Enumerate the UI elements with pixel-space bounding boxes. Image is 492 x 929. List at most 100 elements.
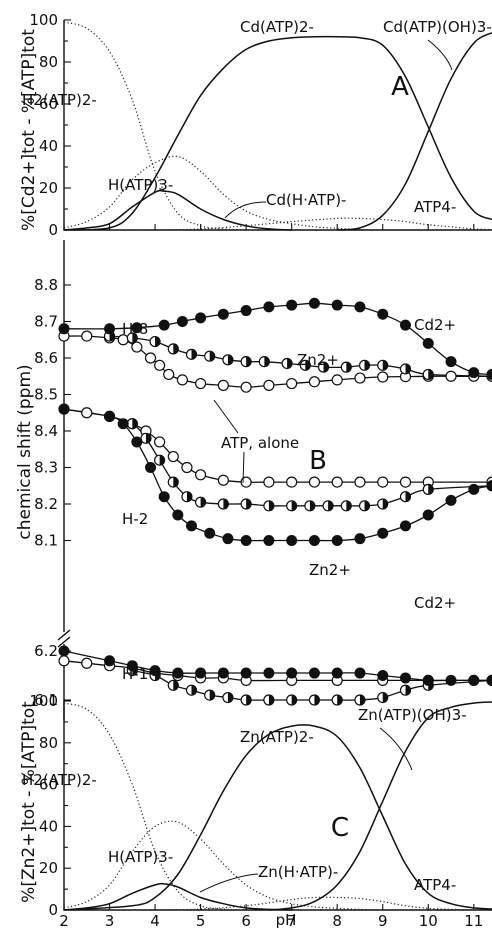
panel-b-point (158, 319, 170, 331)
panel-c-ytick-label: 20 (39, 859, 58, 877)
panel-b-point (486, 368, 492, 380)
panel-b-label-cd-mid: Cd2+ (414, 594, 456, 612)
panel-b-point (195, 312, 207, 324)
panel-b-point (240, 535, 252, 546)
x-tick-label: 3 (105, 912, 115, 929)
panel-a-ytick-label: 80 (39, 53, 58, 71)
panel-b-point (354, 533, 366, 545)
panel-b-point (204, 689, 216, 701)
panel-b-point (131, 341, 143, 353)
panel-b-point (399, 520, 411, 532)
panel-b-point (486, 480, 492, 492)
panel-b-point (486, 674, 492, 686)
panel-b-point (263, 667, 275, 679)
panel-b-point (322, 500, 334, 512)
panel-c-label-znatp: Zn(ATP)2- (240, 728, 314, 746)
panel-b-point (422, 509, 434, 521)
panel-b-point (217, 474, 229, 486)
panel-b-point (217, 667, 229, 679)
panel-b-point (399, 476, 412, 488)
panel-b-point (217, 308, 229, 320)
panel-b-point (149, 335, 161, 348)
panel-b-point (194, 496, 207, 508)
panel-b-point (167, 343, 179, 355)
panel-b-point (149, 665, 161, 677)
panel-b-point (81, 330, 93, 342)
panel-b-point (331, 374, 343, 386)
panel-b-line-7 (132, 669, 492, 701)
panel-b-point (317, 361, 330, 373)
panel-b-point (176, 374, 188, 386)
panel-a-pointer-cdhatp (224, 201, 267, 219)
panel-a-ytick-label: 0 (48, 221, 58, 239)
panel-b-point (377, 371, 389, 383)
panel-b-point (204, 527, 216, 539)
panel-b-line-5 (63, 408, 492, 542)
panel-c-label-h2atp: H2(ATP)2- (22, 771, 97, 789)
panel-b-point (286, 535, 298, 546)
panel-b-point (422, 483, 434, 495)
x-tick-label: 11 (464, 912, 483, 929)
panel-a-letter: A (391, 72, 409, 102)
panel-b-point (240, 381, 252, 393)
x-tick-label: 4 (150, 912, 160, 929)
panel-b-point (263, 535, 275, 546)
panel-b-point (145, 462, 157, 473)
panel-b-pointer-atp-alone-h2 (242, 451, 245, 484)
panel-b-ytick-label: 8.6 (34, 349, 58, 367)
panel-b-point (163, 368, 175, 381)
panel-b-point (185, 348, 198, 360)
panel-a-curve-5 (63, 217, 492, 231)
panel-b-point (377, 359, 389, 371)
panel-b-point (222, 354, 234, 366)
panel-b-label-h2: H-2 (122, 510, 148, 528)
panel-b-point (286, 476, 298, 488)
panel-b-ytick-label: 8.8 (34, 276, 58, 294)
panel-b-pointer-atp-alone-h8 (213, 399, 239, 434)
panel-c-curve-1 (63, 820, 383, 911)
panel-b-point (399, 672, 411, 684)
panel-b-point (181, 461, 193, 474)
panel-b-point (377, 691, 389, 704)
panel-c-ytick-label: 60 (39, 776, 58, 794)
panel-b-point (399, 363, 412, 375)
panel-b-label-atp-alone: ATP, alone (221, 434, 299, 452)
panel-b-point (104, 655, 116, 667)
panel-b-point (240, 667, 252, 679)
panel-b-point (81, 407, 93, 419)
panel-b-point (331, 667, 343, 679)
panel-b-point (308, 667, 320, 679)
panel-b-point (104, 323, 116, 335)
x-tick-label: 5 (196, 912, 206, 929)
x-tick-label: 7 (287, 912, 297, 929)
panel-b-point (240, 305, 252, 317)
panel-a-label-cdhatp: Cd(H·ATP)- (266, 191, 346, 209)
panel-b-point (263, 500, 275, 512)
panel-b-point (204, 350, 216, 362)
panel-b-point (167, 476, 179, 488)
panel-c-pointer-znhatp (199, 873, 259, 893)
panel-b-ytick-label: 8.3 (34, 459, 58, 477)
panel-b-point (286, 299, 298, 311)
panel-a-pointer-cdatpoh (427, 39, 453, 71)
panel-c-label-atp4: ATP4- (414, 876, 456, 894)
panel-b-point (468, 367, 480, 379)
axes-layer: 0 20 40 60 80 100 0 20 40 60 80 100 8.1 8.2 8.3 8.4 8.5 8… (29, 11, 492, 929)
panel-b-point (308, 297, 320, 309)
panel-c-ytick-label: 80 (39, 734, 58, 752)
panel-b-point (331, 694, 343, 706)
panel-b-point (445, 370, 457, 382)
panel-a-label-atp4: ATP4- (414, 198, 456, 216)
panel-a-curve-4 (337, 31, 492, 231)
panel-b-point (399, 319, 411, 331)
panel-a-ytick-label: 100 (29, 11, 58, 29)
panel-b-point (58, 323, 70, 335)
panel-b-point (308, 535, 320, 546)
panel-b-point (131, 322, 143, 334)
panel-b-label-cd-top: Cd2+ (414, 316, 456, 334)
panel-b-point (354, 476, 366, 488)
x-tick-label: 8 (332, 912, 342, 929)
panel-b-point (281, 357, 293, 370)
panel-b-point (422, 368, 434, 381)
